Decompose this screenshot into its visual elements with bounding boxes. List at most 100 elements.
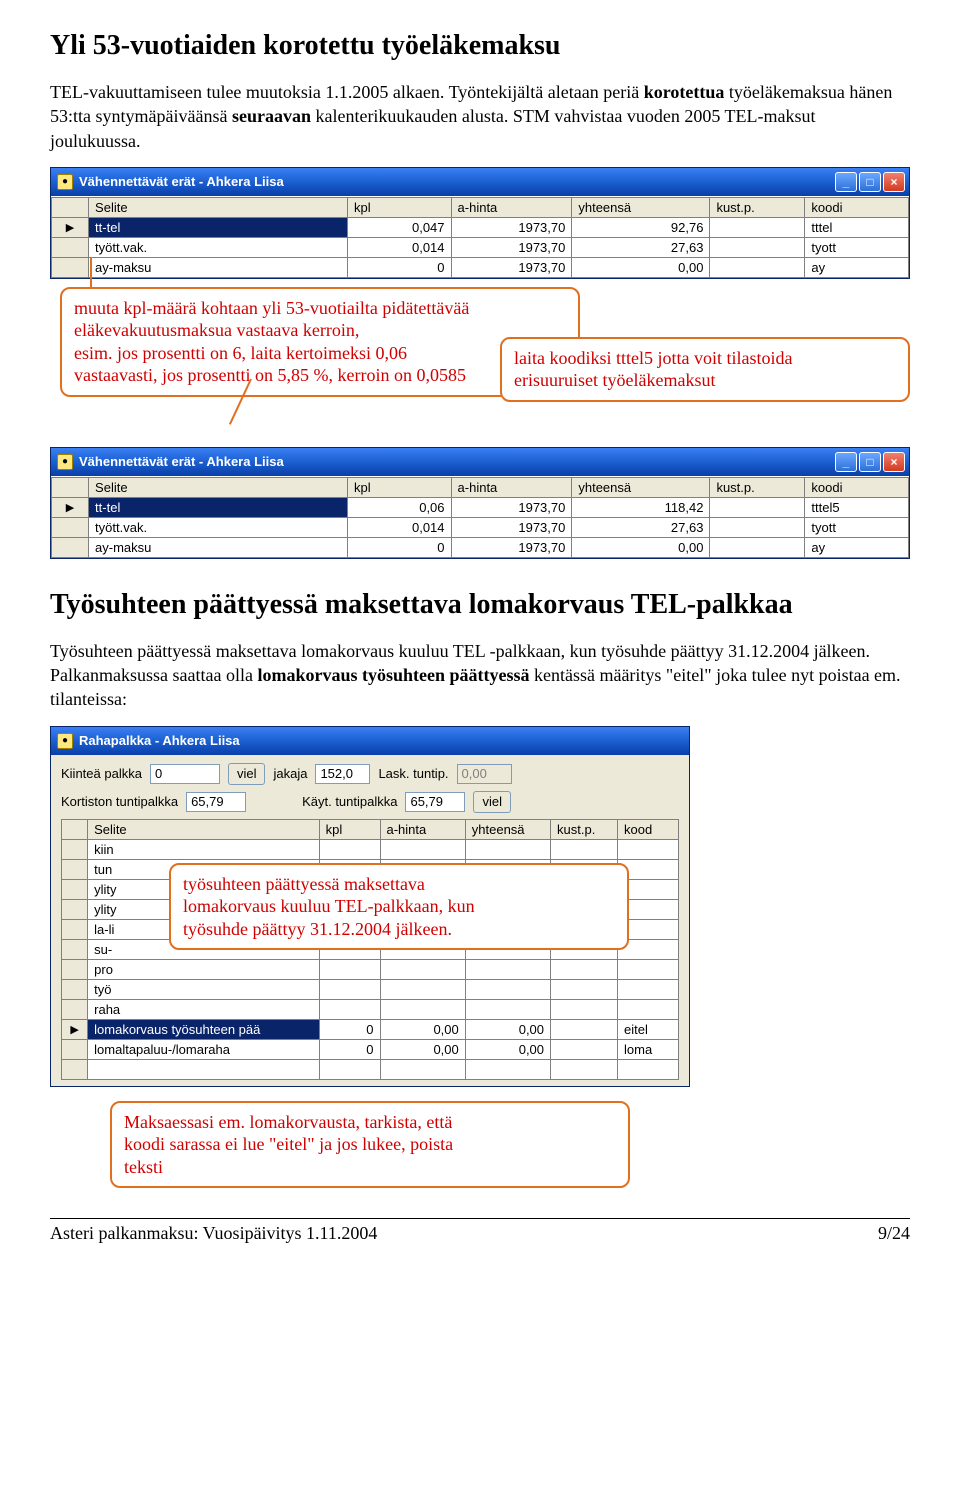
col-kustp: kust.p. (551, 819, 618, 839)
table-row[interactable]: tyött.vak. 0,014 1973,70 27,63 tyott (52, 517, 909, 537)
col-kustp: kust.p. (710, 477, 805, 497)
kayt-input[interactable] (405, 792, 465, 812)
footer-rule (50, 1218, 910, 1219)
callout2-line1: laita koodiksi tttel5 jotta voit tilasto… (514, 348, 792, 368)
cell-selite[interactable]: tyött.vak. (89, 237, 348, 257)
col-selite: Selite (89, 477, 348, 497)
table-row[interactable]: ▶ tt-tel 0,047 1973,70 92,76 tttel (52, 217, 909, 237)
kiintea-input[interactable] (150, 764, 220, 784)
cell-koodi[interactable]: tyott (805, 237, 909, 257)
callout1-line4: vastaavasti, jos prosentti on 5,85 %, ke… (74, 365, 466, 385)
cell-selite[interactable]: kiin (88, 839, 319, 859)
table-row[interactable]: kiin (62, 839, 679, 859)
table-row[interactable]: ▶ lomakorvaus työsuhteen pää 0 0,00 0,00… (62, 1019, 679, 1039)
window-vahennettavat-1: ● Vähennettävät erät - Ahkera Liisa _ □ … (50, 167, 910, 279)
cell-kpl[interactable]: 0 (319, 1019, 380, 1039)
callout1-line2: eläkevakuutusmaksua vastaava kerroin, (74, 320, 359, 340)
cell-yht[interactable]: 0,00 (465, 1039, 550, 1059)
cell-yht[interactable]: 0,00 (572, 537, 710, 557)
table-row[interactable]: pro (62, 959, 679, 979)
cell-selite[interactable]: pro (88, 959, 319, 979)
col-kood: kood (618, 819, 679, 839)
cell-ahinta[interactable]: 0,00 (380, 1019, 465, 1039)
cell-yht[interactable]: 27,63 (572, 517, 710, 537)
cell-kpl[interactable]: 0 (347, 257, 451, 277)
cell-selite[interactable]: tt-tel (89, 497, 348, 517)
cell-ahinta[interactable]: 1973,70 (451, 237, 572, 257)
kayt-label: Käyt. tuntipalkka (302, 794, 397, 809)
cell-kpl[interactable]: 0,014 (347, 237, 451, 257)
cell-kpl[interactable]: 0,06 (347, 497, 451, 517)
vie-button-1[interactable]: viel (228, 763, 266, 785)
table-row[interactable] (62, 1059, 679, 1079)
close-icon[interactable]: × (883, 172, 905, 192)
cell-koodi[interactable]: tttel5 (805, 497, 909, 517)
maximize-icon[interactable]: □ (859, 452, 881, 472)
vie-button-2[interactable]: viel (473, 791, 511, 813)
cell-selite[interactable]: tyött.vak. (89, 517, 348, 537)
cell-yht[interactable]: 0,00 (465, 1019, 550, 1039)
table-vahennettavat-1[interactable]: Selite kpl a-hinta yhteensä kust.p. kood… (51, 197, 909, 278)
table-row[interactable]: raha (62, 999, 679, 1019)
cell-selite[interactable]: raha (88, 999, 319, 1019)
cell-koodi[interactable]: ay (805, 257, 909, 277)
table-row[interactable]: ay-maksu 0 1973,70 0,00 ay (52, 537, 909, 557)
minimize-icon[interactable]: _ (835, 452, 857, 472)
kort-input[interactable] (186, 792, 246, 812)
table-row[interactable]: työ (62, 979, 679, 999)
cell-kpl[interactable]: 0,014 (347, 517, 451, 537)
cell-selite[interactable]: tt-tel (89, 217, 348, 237)
cell-kust[interactable] (710, 517, 805, 537)
callout2-line2: erisuuruiset työeläkemaksut (514, 370, 715, 390)
col-ahinta: a-hinta (451, 477, 572, 497)
cell-selite[interactable]: työ (88, 979, 319, 999)
cell-kust[interactable] (551, 1019, 618, 1039)
cell-koodi[interactable]: tyott (805, 517, 909, 537)
col-kpl: kpl (347, 197, 451, 217)
row-marker (52, 237, 89, 257)
titlebar-2[interactable]: ● Vähennettävät erät - Ahkera Liisa _ □ … (51, 448, 909, 476)
table-row[interactable]: tyött.vak. 0,014 1973,70 27,63 tyott (52, 237, 909, 257)
cell-kpl[interactable]: 0 (319, 1039, 380, 1059)
close-icon[interactable]: × (883, 452, 905, 472)
cell-kpl[interactable]: 0 (347, 537, 451, 557)
cell-koodi[interactable]: tttel (805, 217, 909, 237)
window1-title: Vähennettävät erät - Ahkera Liisa (79, 174, 835, 189)
table-row[interactable]: ▶ tt-tel 0,06 1973,70 118,42 tttel5 (52, 497, 909, 517)
cell-kpl[interactable]: 0,047 (347, 217, 451, 237)
titlebar-3[interactable]: ● Rahapalkka - Ahkera Liisa (51, 727, 689, 755)
cell-kust[interactable] (710, 497, 805, 517)
cell-selite[interactable]: lomaltapaluu-/lomaraha (88, 1039, 319, 1059)
row-marker: ▶ (52, 497, 89, 517)
cell-ahinta[interactable]: 1973,70 (451, 257, 572, 277)
cell-kood[interactable]: loma (618, 1039, 679, 1059)
cell-yht[interactable]: 0,00 (572, 257, 710, 277)
cell-ahinta[interactable]: 0,00 (380, 1039, 465, 1059)
cell-koodi[interactable]: ay (805, 537, 909, 557)
row-marker (52, 537, 89, 557)
cell-kust[interactable] (710, 217, 805, 237)
cell-ahinta[interactable]: 1973,70 (451, 537, 572, 557)
cell-yht[interactable]: 118,42 (572, 497, 710, 517)
cell-kust[interactable] (710, 257, 805, 277)
cell-kood[interactable]: eitel (618, 1019, 679, 1039)
maximize-icon[interactable]: □ (859, 172, 881, 192)
cell-ahinta[interactable]: 1973,70 (451, 217, 572, 237)
kort-label: Kortiston tuntipalkka (61, 794, 178, 809)
cell-ahinta[interactable]: 1973,70 (451, 497, 572, 517)
cell-yht[interactable]: 92,76 (572, 217, 710, 237)
cell-selite[interactable]: lomakorvaus työsuhteen pää (88, 1019, 319, 1039)
jakaja-input[interactable] (315, 764, 370, 784)
titlebar-1[interactable]: ● Vähennettävät erät - Ahkera Liisa _ □ … (51, 168, 909, 196)
cell-selite[interactable]: ay-maksu (89, 537, 348, 557)
cell-kust[interactable] (710, 237, 805, 257)
cell-selite[interactable]: ay-maksu (89, 257, 348, 277)
minimize-icon[interactable]: _ (835, 172, 857, 192)
cell-ahinta[interactable]: 1973,70 (451, 517, 572, 537)
cell-yht[interactable]: 27,63 (572, 237, 710, 257)
table-row[interactable]: ay-maksu 0 1973,70 0,00 ay (52, 257, 909, 277)
cell-kust[interactable] (710, 537, 805, 557)
cell-kust[interactable] (551, 1039, 618, 1059)
table-row[interactable]: lomaltapaluu-/lomaraha 0 0,00 0,00 loma (62, 1039, 679, 1059)
table-vahennettavat-2[interactable]: Selite kpl a-hinta yhteensä kust.p. kood… (51, 477, 909, 558)
